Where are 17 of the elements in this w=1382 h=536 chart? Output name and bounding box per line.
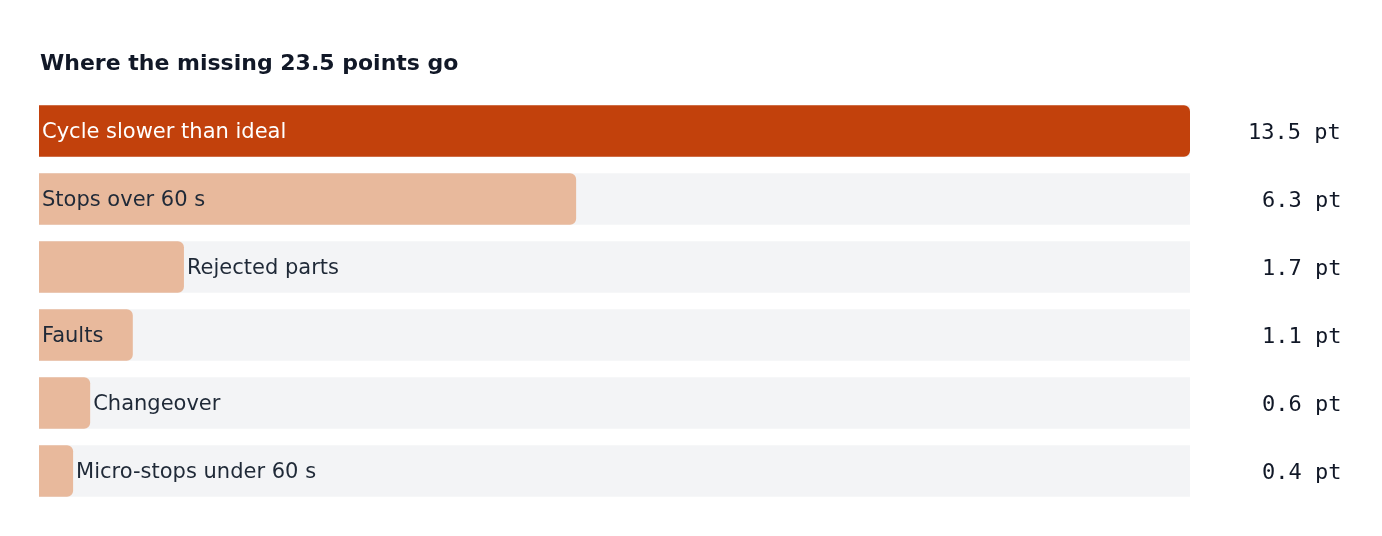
- y-tick-label: Rejected parts: [186, 255, 339, 279]
- y-tick-label: Changeover: [93, 391, 221, 415]
- bar: [39, 377, 91, 429]
- bar: [39, 445, 74, 497]
- bar: [39, 309, 133, 361]
- data-label: 6.3 pt: [1262, 187, 1342, 212]
- data-label: 13.5 pt: [1248, 119, 1341, 144]
- data-label: 1.7 pt: [1262, 255, 1342, 280]
- y-tick-label: Micro-stops under 60 s: [76, 459, 317, 483]
- data-label: 0.4 pt: [1262, 459, 1342, 484]
- data-label: 0.6 pt: [1262, 391, 1342, 416]
- y-tick-label: Faults: [42, 323, 104, 347]
- chart-title: Where the missing 23.5 points go: [40, 49, 459, 75]
- y-tick-label: Stops over 60 s: [42, 187, 206, 211]
- y-tick-label: Cycle slower than ideal: [42, 119, 287, 143]
- bar: [39, 241, 184, 293]
- data-label: 1.1 pt: [1262, 323, 1342, 348]
